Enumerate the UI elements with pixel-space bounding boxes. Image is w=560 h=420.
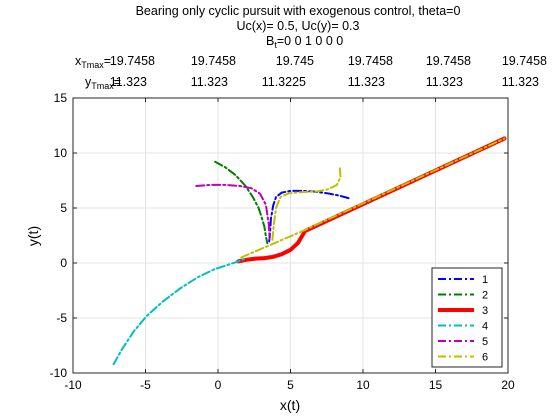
y-tick-label: 15 — [54, 91, 68, 105]
legend-label-4: 4 — [482, 321, 488, 333]
bt-label: Bt=0 0 1 0 0 0 — [266, 34, 343, 50]
xtmax-value: 19.745 — [276, 54, 314, 68]
bt-base: B — [266, 34, 274, 48]
series-5-line — [195, 183, 271, 240]
y-tick-label: 10 — [54, 146, 68, 160]
xtmax-label: xTmax= — [75, 54, 111, 70]
chart-title-line-2: Uc(x)= 0.5, Uc(y)= 0.3 — [237, 19, 360, 33]
legend-label-1: 1 — [482, 274, 488, 286]
ytmax-eq: = — [114, 75, 121, 89]
bt-sub: t — [274, 40, 277, 50]
x-tick-label: 0 — [215, 378, 222, 392]
y-tick-label: 5 — [60, 201, 67, 215]
series-2-line — [214, 160, 269, 245]
x-tick-label: 5 — [287, 378, 294, 392]
series-1-line — [267, 189, 350, 245]
bt-values: =0 0 1 0 0 0 — [277, 34, 343, 48]
ytmax-value: 11.323 — [426, 75, 463, 89]
xtmax-value: 19.7458 — [191, 54, 236, 68]
chart-title-line-1: Bearing only cyclic pursuit with exogeno… — [136, 4, 461, 18]
ytmax-value: 11.323 — [502, 75, 539, 89]
xtmax-base: x — [75, 54, 82, 68]
xtmax-eq: = — [104, 54, 111, 68]
xtmax-value: 19.7458 — [110, 54, 155, 68]
tmax-values: 19.7458 19.7458 19.745 19.7458 19.7458 19.745… — [110, 54, 547, 89]
legend-label-6: 6 — [482, 352, 488, 364]
x-tick-label: 10 — [356, 378, 370, 392]
y-tick-label: -5 — [56, 311, 67, 325]
x-tick-label: 20 — [501, 378, 515, 392]
ytmax-value: 11.323 — [191, 75, 228, 89]
legend: 1 2 3 4 5 6 — [431, 267, 503, 368]
ytmax-value: 11.323 — [110, 75, 147, 89]
y-axis-label: y(t) — [25, 226, 41, 246]
series-lines — [112, 136, 507, 366]
ytmax-value: 11.3225 — [262, 75, 306, 89]
x-tick-label: 15 — [429, 378, 443, 392]
series-4-line — [112, 258, 246, 366]
y-tick-label: -10 — [50, 366, 68, 380]
ytmax-sub: Tmax — [91, 81, 114, 91]
xtmax-sub: Tmax — [81, 60, 104, 70]
x-axis-label: x(t) — [280, 397, 300, 413]
legend-label-2: 2 — [482, 290, 488, 302]
legend-box — [431, 267, 503, 368]
xtmax-value: 19.7458 — [426, 54, 471, 68]
legend-label-5: 5 — [482, 336, 488, 348]
xtmax-value: 19.7458 — [502, 54, 547, 68]
legend-label-3: 3 — [482, 305, 488, 317]
x-tick-label: -10 — [64, 378, 82, 392]
ytmax-base: y — [85, 75, 92, 89]
y-tick-label: 0 — [60, 256, 67, 270]
xtmax-value: 19.7458 — [348, 54, 393, 68]
series-6-line — [240, 137, 506, 259]
series-6-branch-line — [271, 167, 342, 241]
x-tick-label: -5 — [140, 378, 151, 392]
ytmax-label: yTmax= — [85, 75, 121, 91]
series-3-line — [236, 136, 507, 264]
ytmax-value: 11.323 — [348, 75, 385, 89]
